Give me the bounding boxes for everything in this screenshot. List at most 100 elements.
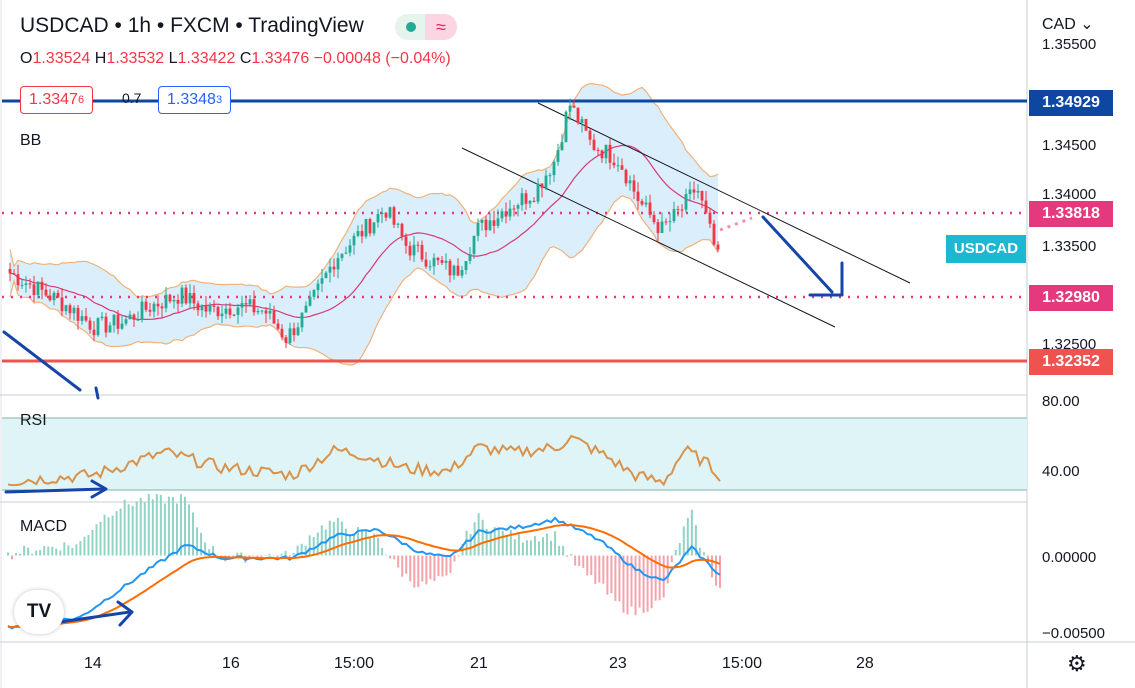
macd-histogram-bar <box>27 547 30 556</box>
tradingview-logo-icon[interactable]: TV <box>14 590 64 634</box>
macd-histogram-bar <box>650 555 653 609</box>
candle <box>632 180 636 192</box>
macd-histogram-bar <box>646 555 649 612</box>
candle <box>320 278 324 284</box>
support-price-label[interactable]: 1.32352 <box>1029 349 1113 375</box>
macd-histogram-bar <box>377 538 380 556</box>
macd-histogram-bar <box>264 555 267 556</box>
candle <box>300 312 304 328</box>
candle <box>448 260 452 276</box>
candle <box>248 299 252 305</box>
candle <box>560 142 564 151</box>
macd-histogram-bar <box>622 555 625 613</box>
macd-histogram-bar <box>469 533 472 556</box>
pivot-price-label[interactable]: 1.33818 <box>1029 201 1113 227</box>
candle <box>224 308 228 314</box>
macd-histogram-bar <box>360 529 363 556</box>
candle <box>40 281 44 290</box>
candle <box>408 245 412 256</box>
macd-histogram-bar <box>509 529 512 556</box>
macd-histogram-bar <box>533 536 536 556</box>
candle <box>452 265 456 276</box>
macd-histogram-bar <box>513 539 516 556</box>
macd-histogram-bar <box>212 545 215 556</box>
macd-histogram-bar <box>43 545 46 556</box>
macd-histogram-bar <box>590 555 593 576</box>
candlestick-series[interactable] <box>8 98 720 349</box>
candle <box>168 294 172 302</box>
price-axis-label: 1.35500 <box>1042 36 1097 53</box>
macd-histogram-bar <box>429 555 432 580</box>
candle <box>484 219 488 231</box>
candle <box>184 287 188 304</box>
candle <box>84 316 88 321</box>
candle <box>308 296 312 306</box>
macd-histogram-bar <box>336 517 339 556</box>
macd-histogram-bar <box>139 497 142 556</box>
market-status-pill[interactable]: ≈ <box>395 14 457 40</box>
time-axis-label: 15:00 <box>722 655 763 672</box>
candle <box>204 305 208 312</box>
price-axis-label: 1.34000 <box>1042 186 1097 203</box>
candle <box>528 200 532 204</box>
macd-histogram-bar <box>39 550 42 556</box>
macd-histogram-bar <box>175 503 178 556</box>
candle <box>316 283 320 290</box>
candle <box>504 211 508 217</box>
macd-histogram-bar <box>401 555 404 577</box>
candle <box>236 307 240 315</box>
channel-upper-line[interactable] <box>537 102 911 284</box>
candle <box>124 319 128 324</box>
candle <box>564 111 568 143</box>
bollinger-middle-band <box>9 144 719 321</box>
spread-value: 0.7 <box>122 90 142 106</box>
macd-histogram-bar <box>477 513 480 556</box>
macd-histogram-bar <box>662 555 665 598</box>
currency-dropdown[interactable]: CAD ⌄ <box>1042 16 1094 33</box>
macd-histogram-bar <box>115 511 118 556</box>
candle <box>356 231 360 236</box>
macd-histogram-bar <box>67 545 70 556</box>
candle <box>420 245 424 260</box>
candle <box>296 327 300 336</box>
candle <box>256 310 260 313</box>
rsi-pane-label[interactable]: RSI <box>20 412 47 429</box>
macd-histogram-bar <box>143 502 146 556</box>
macd-histogram-bar <box>719 555 721 588</box>
candle <box>164 294 168 309</box>
symbol-title[interactable]: USDCAD • 1h • FXCM • TradingView <box>20 14 364 37</box>
macd-pane-label[interactable]: MACD <box>20 518 68 535</box>
candle <box>8 268 12 274</box>
candle <box>196 303 200 311</box>
macd-histogram-bar <box>582 555 585 568</box>
candle <box>568 105 572 112</box>
sell-button[interactable]: 1.33476 <box>20 86 94 114</box>
candle <box>676 209 680 211</box>
resistance-price-label[interactable]: 1.34929 <box>1029 90 1113 116</box>
candle <box>88 320 92 330</box>
candle <box>500 211 504 219</box>
rsi-axis-label: 80.00 <box>1042 393 1080 410</box>
channel-lower-line[interactable] <box>461 147 836 328</box>
bb-pane-label[interactable]: BB <box>20 132 42 149</box>
macd-histogram-bar <box>373 533 376 556</box>
target-price-label[interactable]: 1.32980 <box>1029 285 1113 311</box>
candle <box>392 207 396 225</box>
bollinger-lower-band <box>9 195 719 366</box>
time-axis-label: 23 <box>609 655 627 672</box>
candle <box>404 236 408 246</box>
left-arrow <box>2 330 100 400</box>
macd-histogram-bar <box>690 509 693 556</box>
candle <box>688 189 692 195</box>
macd-histogram-bar <box>465 530 468 556</box>
macd-histogram-bar <box>87 534 90 556</box>
candle <box>476 222 480 236</box>
macd-histogram-bar <box>59 550 62 556</box>
candle <box>232 314 236 316</box>
settings-gear-icon[interactable]: ⚙ <box>1067 651 1087 676</box>
buy-button[interactable]: 1.33483 <box>158 86 232 114</box>
candle <box>616 165 620 167</box>
forecast-arrow[interactable] <box>761 215 844 297</box>
candle <box>240 303 244 308</box>
